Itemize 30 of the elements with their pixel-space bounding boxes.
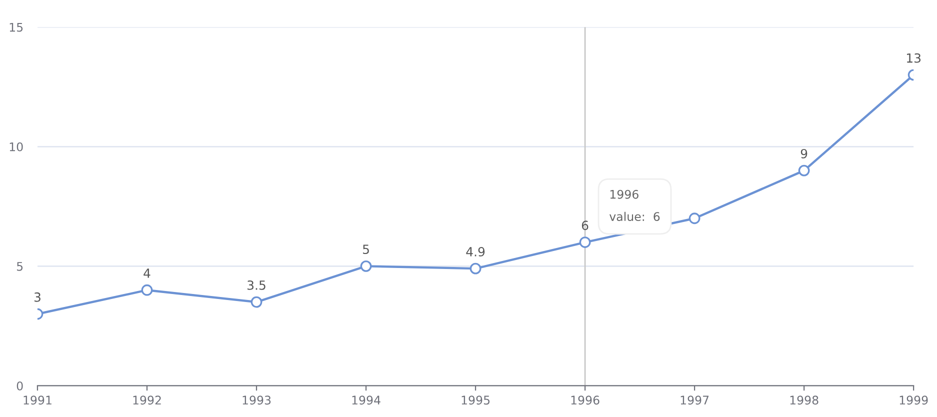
annotation: 1996 bbox=[610, 190, 638, 199]
y-tick-label: 0 bbox=[16, 381, 23, 390]
y-tick-label: 15 bbox=[10, 22, 23, 32]
x-tick-label: 1995 bbox=[462, 396, 490, 405]
x-tick-label: 1994 bbox=[352, 396, 380, 405]
point bbox=[688, 212, 700, 224]
point bbox=[141, 284, 153, 296]
annotation: value: 6 bbox=[609, 212, 660, 222]
y-tick-label: 5 bbox=[16, 262, 23, 271]
data-label: 5 bbox=[363, 244, 369, 254]
data-label: 3 bbox=[34, 292, 40, 302]
x-tick-label: 1996 bbox=[571, 396, 600, 405]
point bbox=[360, 260, 372, 272]
point bbox=[250, 296, 262, 308]
data-label: 13 bbox=[906, 53, 921, 63]
point bbox=[579, 236, 591, 248]
data-label: 4.9 bbox=[466, 246, 485, 256]
x-tick-label: 1991 bbox=[24, 396, 52, 405]
x-tick-label: 1992 bbox=[133, 396, 161, 405]
point bbox=[470, 262, 482, 274]
data-label: 4 bbox=[144, 268, 150, 278]
y-tick-label: 10 bbox=[10, 142, 23, 152]
x-tick-label: 1999 bbox=[900, 396, 928, 405]
x-tick-label: 1997 bbox=[680, 396, 709, 405]
x-tick-label: 1993 bbox=[242, 396, 271, 405]
data-label: 3.5 bbox=[248, 280, 266, 290]
point bbox=[798, 164, 810, 176]
x-tick-label: 1998 bbox=[790, 396, 818, 405]
data-label: 6 bbox=[582, 220, 588, 230]
data-label: 9 bbox=[800, 148, 808, 158]
